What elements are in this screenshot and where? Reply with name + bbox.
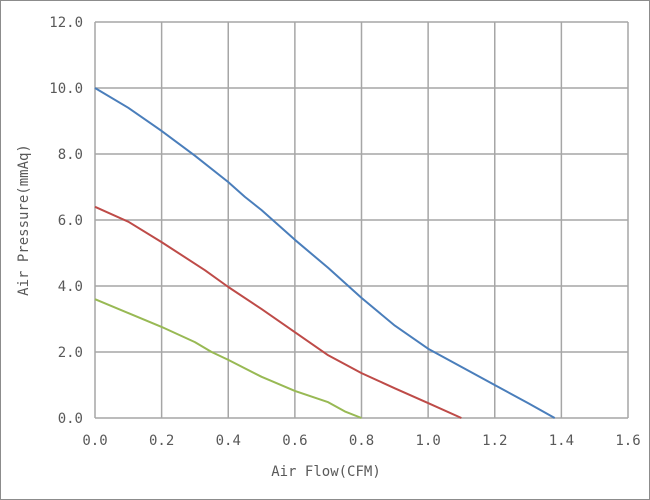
x-tick-label: 0.4 [216, 433, 241, 449]
x-tick-label: 0.2 [149, 433, 174, 449]
x-tick-label: 1.4 [549, 433, 574, 449]
series-line-medium [94, 205, 462, 419]
x-tick-label: 0.8 [349, 433, 374, 449]
y-tick-label: 0.0 [58, 411, 83, 427]
y-tick-label: 2.0 [58, 345, 83, 361]
y-tick-label: 10.0 [49, 81, 83, 97]
x-tick-label: 0.0 [82, 433, 107, 449]
x-tick-label: 0.6 [282, 433, 307, 449]
series-line-high [94, 87, 556, 419]
y-tick-label: 12.0 [49, 15, 83, 31]
x-tick-label: 1.0 [415, 433, 440, 449]
y-tick-label: 4.0 [58, 279, 83, 295]
x-axis-label: Air Flow(CFM) [271, 464, 381, 480]
x-tick-label: 1.2 [482, 433, 507, 449]
y-axis-label: Air Pressure(mmAq) [16, 144, 32, 296]
y-tick-label: 6.0 [58, 213, 83, 229]
y-tick-label: 8.0 [58, 147, 83, 163]
x-tick-label: 1.6 [615, 433, 640, 449]
series-line-low [94, 298, 362, 419]
